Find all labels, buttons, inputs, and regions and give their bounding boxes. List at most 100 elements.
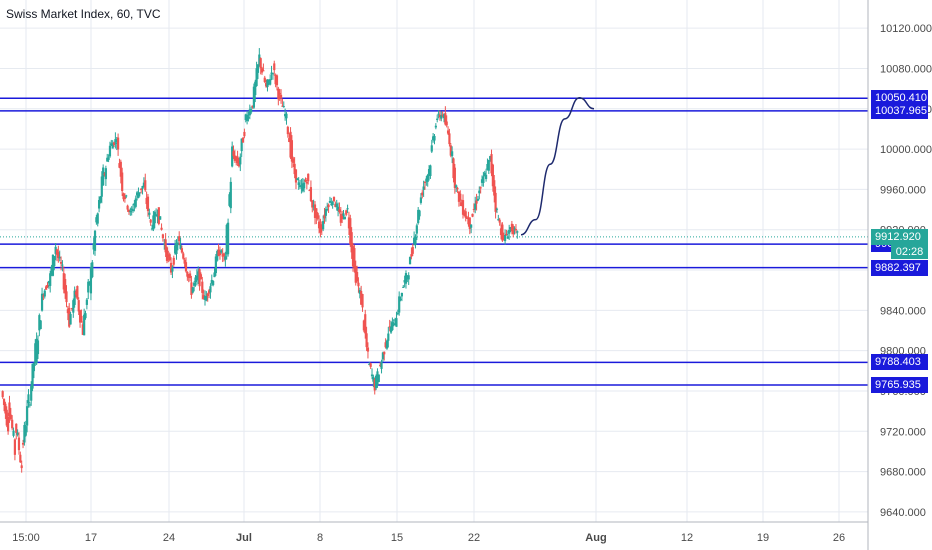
- candle-body: [155, 214, 158, 216]
- candle-body: [265, 82, 268, 87]
- candle-body: [199, 274, 203, 280]
- candle-body: [92, 243, 95, 250]
- candle-body: [106, 157, 109, 162]
- candle-body: [96, 213, 99, 224]
- candle-body: [133, 203, 136, 206]
- candle-body: [285, 113, 288, 119]
- candle-body: [258, 54, 261, 65]
- candle-body: [391, 322, 394, 331]
- candle-body: [140, 188, 143, 190]
- candles-layer: [1, 48, 519, 473]
- candle-body: [51, 254, 55, 276]
- y-tick-label: 9680.000: [880, 467, 926, 479]
- candle-body: [21, 442, 25, 445]
- candle-body: [160, 227, 163, 230]
- candle-body: [35, 338, 38, 364]
- candle-body: [323, 214, 326, 219]
- candle-body: [418, 210, 421, 217]
- candle-body: [437, 113, 440, 115]
- candle-body: [42, 295, 45, 297]
- candle-body: [421, 192, 424, 196]
- candle-body: [448, 133, 451, 145]
- candle-body: [45, 286, 48, 290]
- candle-body: [81, 324, 84, 335]
- candle-body: [339, 213, 342, 223]
- candle-body: [320, 226, 323, 230]
- candle-body: [74, 291, 78, 295]
- candle-body: [112, 142, 116, 145]
- candle-body: [480, 179, 484, 183]
- candle-body: [84, 313, 87, 319]
- levels-layer: [0, 97, 868, 386]
- x-tick-label: 12: [681, 532, 693, 544]
- candle-body: [384, 342, 387, 348]
- candle-body: [422, 186, 425, 190]
- candle-body: [32, 362, 36, 372]
- candle-body: [373, 379, 376, 391]
- candle-body: [471, 213, 474, 217]
- x-tick-label: 15:00: [12, 532, 40, 544]
- candle-body: [19, 454, 22, 463]
- candle-body: [336, 206, 340, 211]
- candle-body: [184, 262, 188, 272]
- candle-body: [301, 183, 304, 191]
- candle-body: [255, 68, 258, 86]
- candle-body: [183, 259, 186, 264]
- candle-body: [262, 70, 265, 72]
- x-tick-label: 19: [757, 532, 769, 544]
- candle-body: [222, 253, 226, 257]
- candle-body: [433, 135, 436, 141]
- candle-body: [236, 156, 239, 164]
- candle-body: [353, 248, 356, 268]
- candle-body: [233, 155, 236, 161]
- candle-body: [364, 314, 367, 334]
- candle-body: [494, 192, 497, 212]
- candle-body: [49, 273, 52, 286]
- candle-body: [516, 231, 519, 233]
- candle-body: [385, 340, 389, 349]
- candle-body: [201, 281, 204, 293]
- candle-body: [103, 173, 106, 175]
- candle-body: [282, 106, 285, 108]
- candle-body: [453, 167, 456, 188]
- candle-body: [180, 248, 184, 253]
- candle-body: [36, 340, 40, 355]
- candle-body: [248, 109, 251, 116]
- candle-body: [375, 375, 378, 389]
- candle-body: [70, 308, 74, 310]
- candle-body: [491, 164, 494, 187]
- candle-body: [210, 279, 213, 284]
- candle-body: [149, 219, 152, 223]
- candle-body: [121, 172, 124, 192]
- candle-body: [307, 173, 310, 182]
- candle-body: [11, 419, 14, 429]
- candle-body: [455, 185, 458, 188]
- candle-body: [305, 182, 308, 184]
- candle-body: [61, 264, 64, 266]
- candle-body: [330, 203, 333, 205]
- candle-body: [271, 73, 274, 75]
- candle-body: [165, 247, 169, 261]
- candle-body: [93, 230, 97, 251]
- candle-body: [292, 158, 295, 163]
- candle-body: [205, 295, 208, 301]
- candle-body: [12, 430, 15, 436]
- candle-body: [479, 187, 482, 189]
- candle-body: [178, 236, 181, 242]
- candle-body: [508, 229, 511, 234]
- candle-body: [366, 347, 370, 352]
- candle-body: [509, 227, 512, 230]
- candle-body: [432, 136, 435, 141]
- candle-body: [64, 278, 67, 294]
- candle-body: [392, 319, 395, 321]
- candle-body: [322, 221, 325, 230]
- candle-body: [441, 114, 444, 116]
- candle-body: [148, 212, 151, 215]
- candle-body: [99, 196, 102, 203]
- candle-body: [514, 229, 518, 231]
- candle-body: [115, 142, 118, 144]
- candle-body: [89, 267, 93, 294]
- candle-body: [361, 294, 364, 308]
- candle-body: [406, 275, 409, 279]
